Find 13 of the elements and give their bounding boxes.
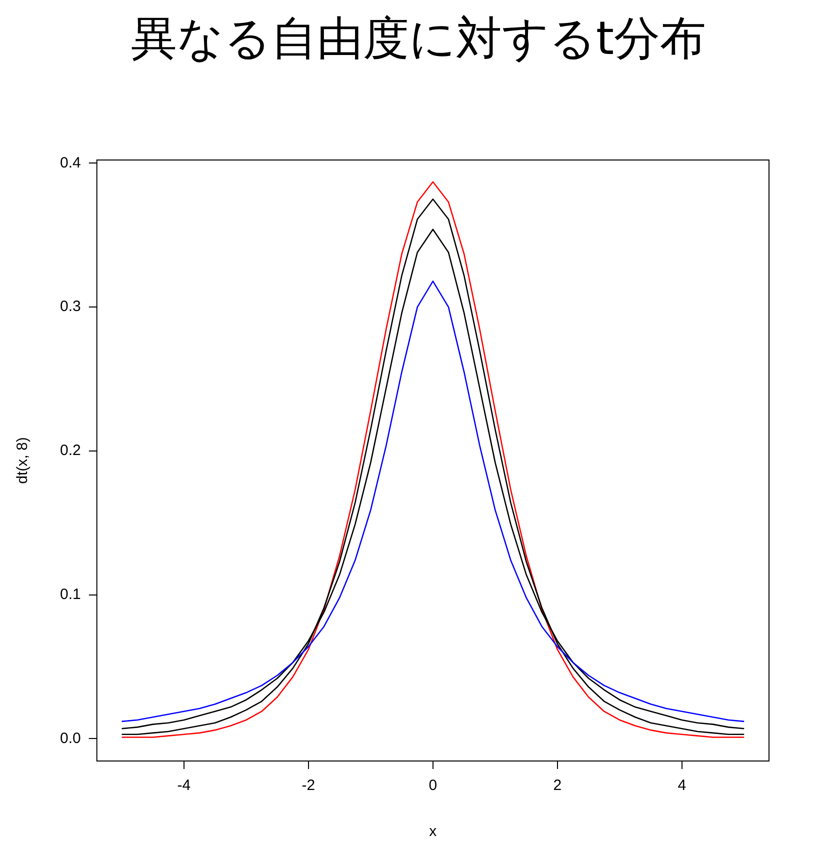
- x-tick-label: 0: [428, 777, 438, 794]
- y-tick-label: 0.4: [60, 154, 81, 172]
- y-axis-title: dt(x, 8): [14, 437, 32, 484]
- y-tick-label: 0.2: [60, 442, 81, 460]
- x-tick-label: -4: [177, 777, 191, 794]
- chart-title: 異なる自由度に対するt分布: [130, 10, 708, 67]
- y-tick-label: 0.3: [60, 298, 81, 316]
- y-tick-label: 0.1: [60, 586, 81, 603]
- x-axis-title: x: [429, 823, 438, 840]
- y-tick-label: 0.0: [60, 730, 81, 747]
- x-tick-label: 4: [678, 777, 686, 794]
- x-tick-label: -2: [302, 777, 316, 794]
- x-tick-label: 2: [553, 777, 562, 794]
